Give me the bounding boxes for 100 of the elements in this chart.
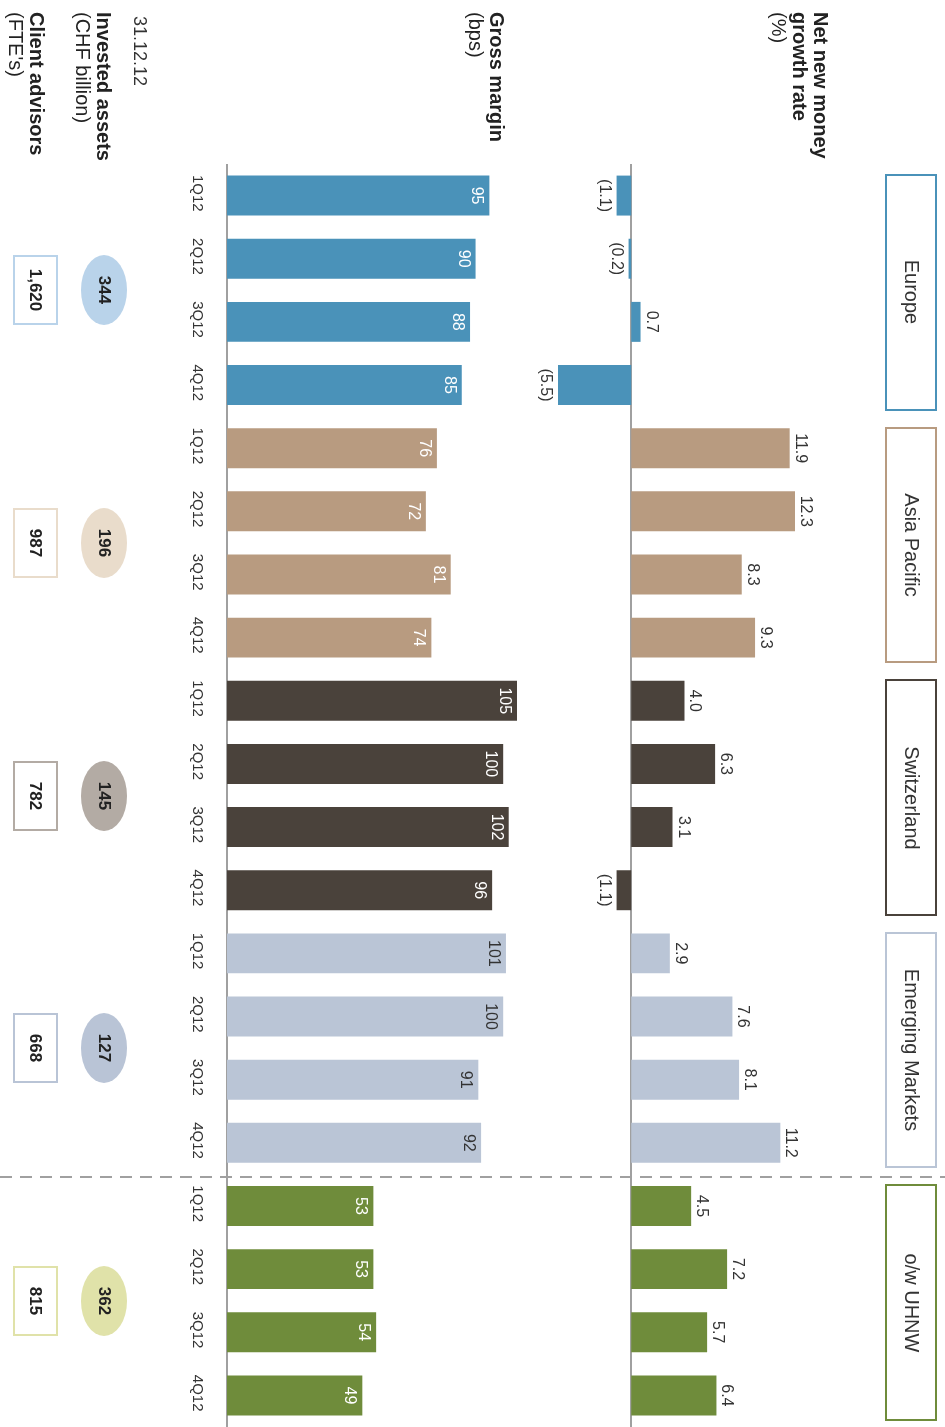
bar [227, 491, 426, 532]
data-label: 11.9 [792, 433, 810, 464]
bar [227, 1122, 482, 1163]
bar [227, 428, 437, 469]
data-label: 668 [25, 1033, 45, 1063]
y-tick-label: 3Q12 [190, 301, 207, 338]
bar [631, 1122, 781, 1163]
data-label: 3.1 [675, 815, 693, 839]
data-label: 81 [430, 565, 448, 584]
data-label: 72 [405, 502, 423, 521]
data-label: 90 [455, 249, 473, 268]
data-label: 196 [94, 528, 114, 558]
bar [227, 554, 451, 595]
data-label: 8.1 [742, 1068, 760, 1091]
text: Switzerland [899, 745, 923, 850]
bar [616, 175, 632, 216]
bar [227, 933, 506, 974]
bar [227, 1249, 374, 1290]
y-tick-label: 1Q12 [190, 174, 207, 212]
y-tick-label: 4Q12 [190, 1122, 207, 1159]
bar [631, 996, 733, 1037]
y-tick-label: 2Q12 [190, 238, 207, 275]
text: Europe [899, 260, 923, 325]
y-tick-label: 2Q12 [190, 995, 207, 1033]
bar [227, 175, 490, 216]
data-label: 91 [458, 1070, 476, 1089]
data-label: 987 [25, 528, 45, 558]
y-tick-label: 2Q12 [190, 490, 207, 528]
bar [558, 365, 632, 406]
text: Asia Pacific [899, 493, 923, 597]
chart-title: Gross margin (bps) [465, 12, 508, 143]
data-label: 815 [25, 1286, 45, 1315]
text: Invested assets (CHF billion) [72, 12, 115, 161]
data-label: 4.5 [694, 1194, 712, 1218]
bar [227, 238, 476, 279]
text: 31.12.12 [130, 16, 150, 87]
y-tick-label: 4Q12 [190, 869, 207, 907]
bar [227, 1375, 363, 1416]
data-label: 2.9 [672, 942, 690, 965]
bar [631, 1249, 728, 1290]
data-label: 74 [411, 628, 429, 647]
data-label: 362 [94, 1286, 114, 1315]
bar [631, 554, 742, 595]
data-label: 88 [450, 312, 468, 331]
data-label: 102 [488, 813, 506, 841]
bar [631, 1185, 692, 1226]
data-label: 11.2 [783, 1127, 801, 1158]
data-label: (1.1) [596, 179, 614, 213]
bar [631, 617, 756, 658]
y-tick-label: 4Q12 [190, 1374, 207, 1412]
data-label: 344 [94, 276, 114, 305]
bar [631, 743, 716, 784]
data-label: 4.0 [687, 689, 705, 712]
bar [631, 1375, 717, 1416]
data-label: 12.3 [798, 495, 815, 527]
y-tick-label: 3Q12 [190, 553, 207, 591]
y-tick-label: 1Q12 [190, 932, 207, 970]
y-tick-label: 4Q12 [190, 617, 207, 654]
data-label: 101 [485, 939, 503, 967]
data-label: 127 [94, 1033, 114, 1063]
bar [631, 807, 673, 848]
data-label: 7.2 [730, 1257, 748, 1281]
bar [631, 491, 795, 532]
data-label: 6.4 [719, 1384, 737, 1407]
bar [631, 680, 685, 721]
text: o/w UHNW [899, 1253, 923, 1353]
bar [227, 807, 509, 848]
y-tick-label: 1Q12 [190, 427, 207, 465]
data-label: 100 [483, 1003, 501, 1030]
y-tick-label: 1Q12 [190, 1185, 207, 1223]
bar [631, 933, 670, 974]
data-label: 85 [441, 376, 459, 394]
bar [227, 870, 493, 911]
data-label: 7.6 [735, 1005, 753, 1028]
data-label: 95 [469, 186, 487, 205]
data-label: 53 [353, 1260, 371, 1279]
data-label: 100 [483, 750, 501, 778]
bar [227, 1312, 377, 1353]
data-label: 105 [497, 687, 514, 715]
bar [631, 1059, 740, 1100]
data-label: 92 [461, 1133, 479, 1152]
y-tick-label: 2Q12 [190, 743, 207, 781]
y-tick-label: 3Q12 [190, 1311, 207, 1349]
y-tick-label: 3Q12 [190, 806, 207, 844]
bar [631, 428, 790, 469]
bar [227, 743, 504, 784]
y-tick-label: 1Q12 [190, 680, 207, 717]
data-label: (5.5) [538, 368, 555, 402]
data-label: 145 [94, 781, 114, 810]
data-label: 5.7 [710, 1321, 728, 1344]
data-label: 96 [472, 881, 490, 900]
bar [227, 617, 432, 658]
data-label: 782 [25, 781, 45, 810]
data-label: (1.1) [596, 873, 614, 907]
data-label: 6.3 [718, 752, 736, 776]
bar [631, 301, 641, 342]
bar [227, 680, 517, 721]
y-tick-label: 3Q12 [190, 1059, 207, 1096]
data-label: 8.3 [744, 563, 762, 586]
data-label: 1,620 [25, 269, 45, 312]
